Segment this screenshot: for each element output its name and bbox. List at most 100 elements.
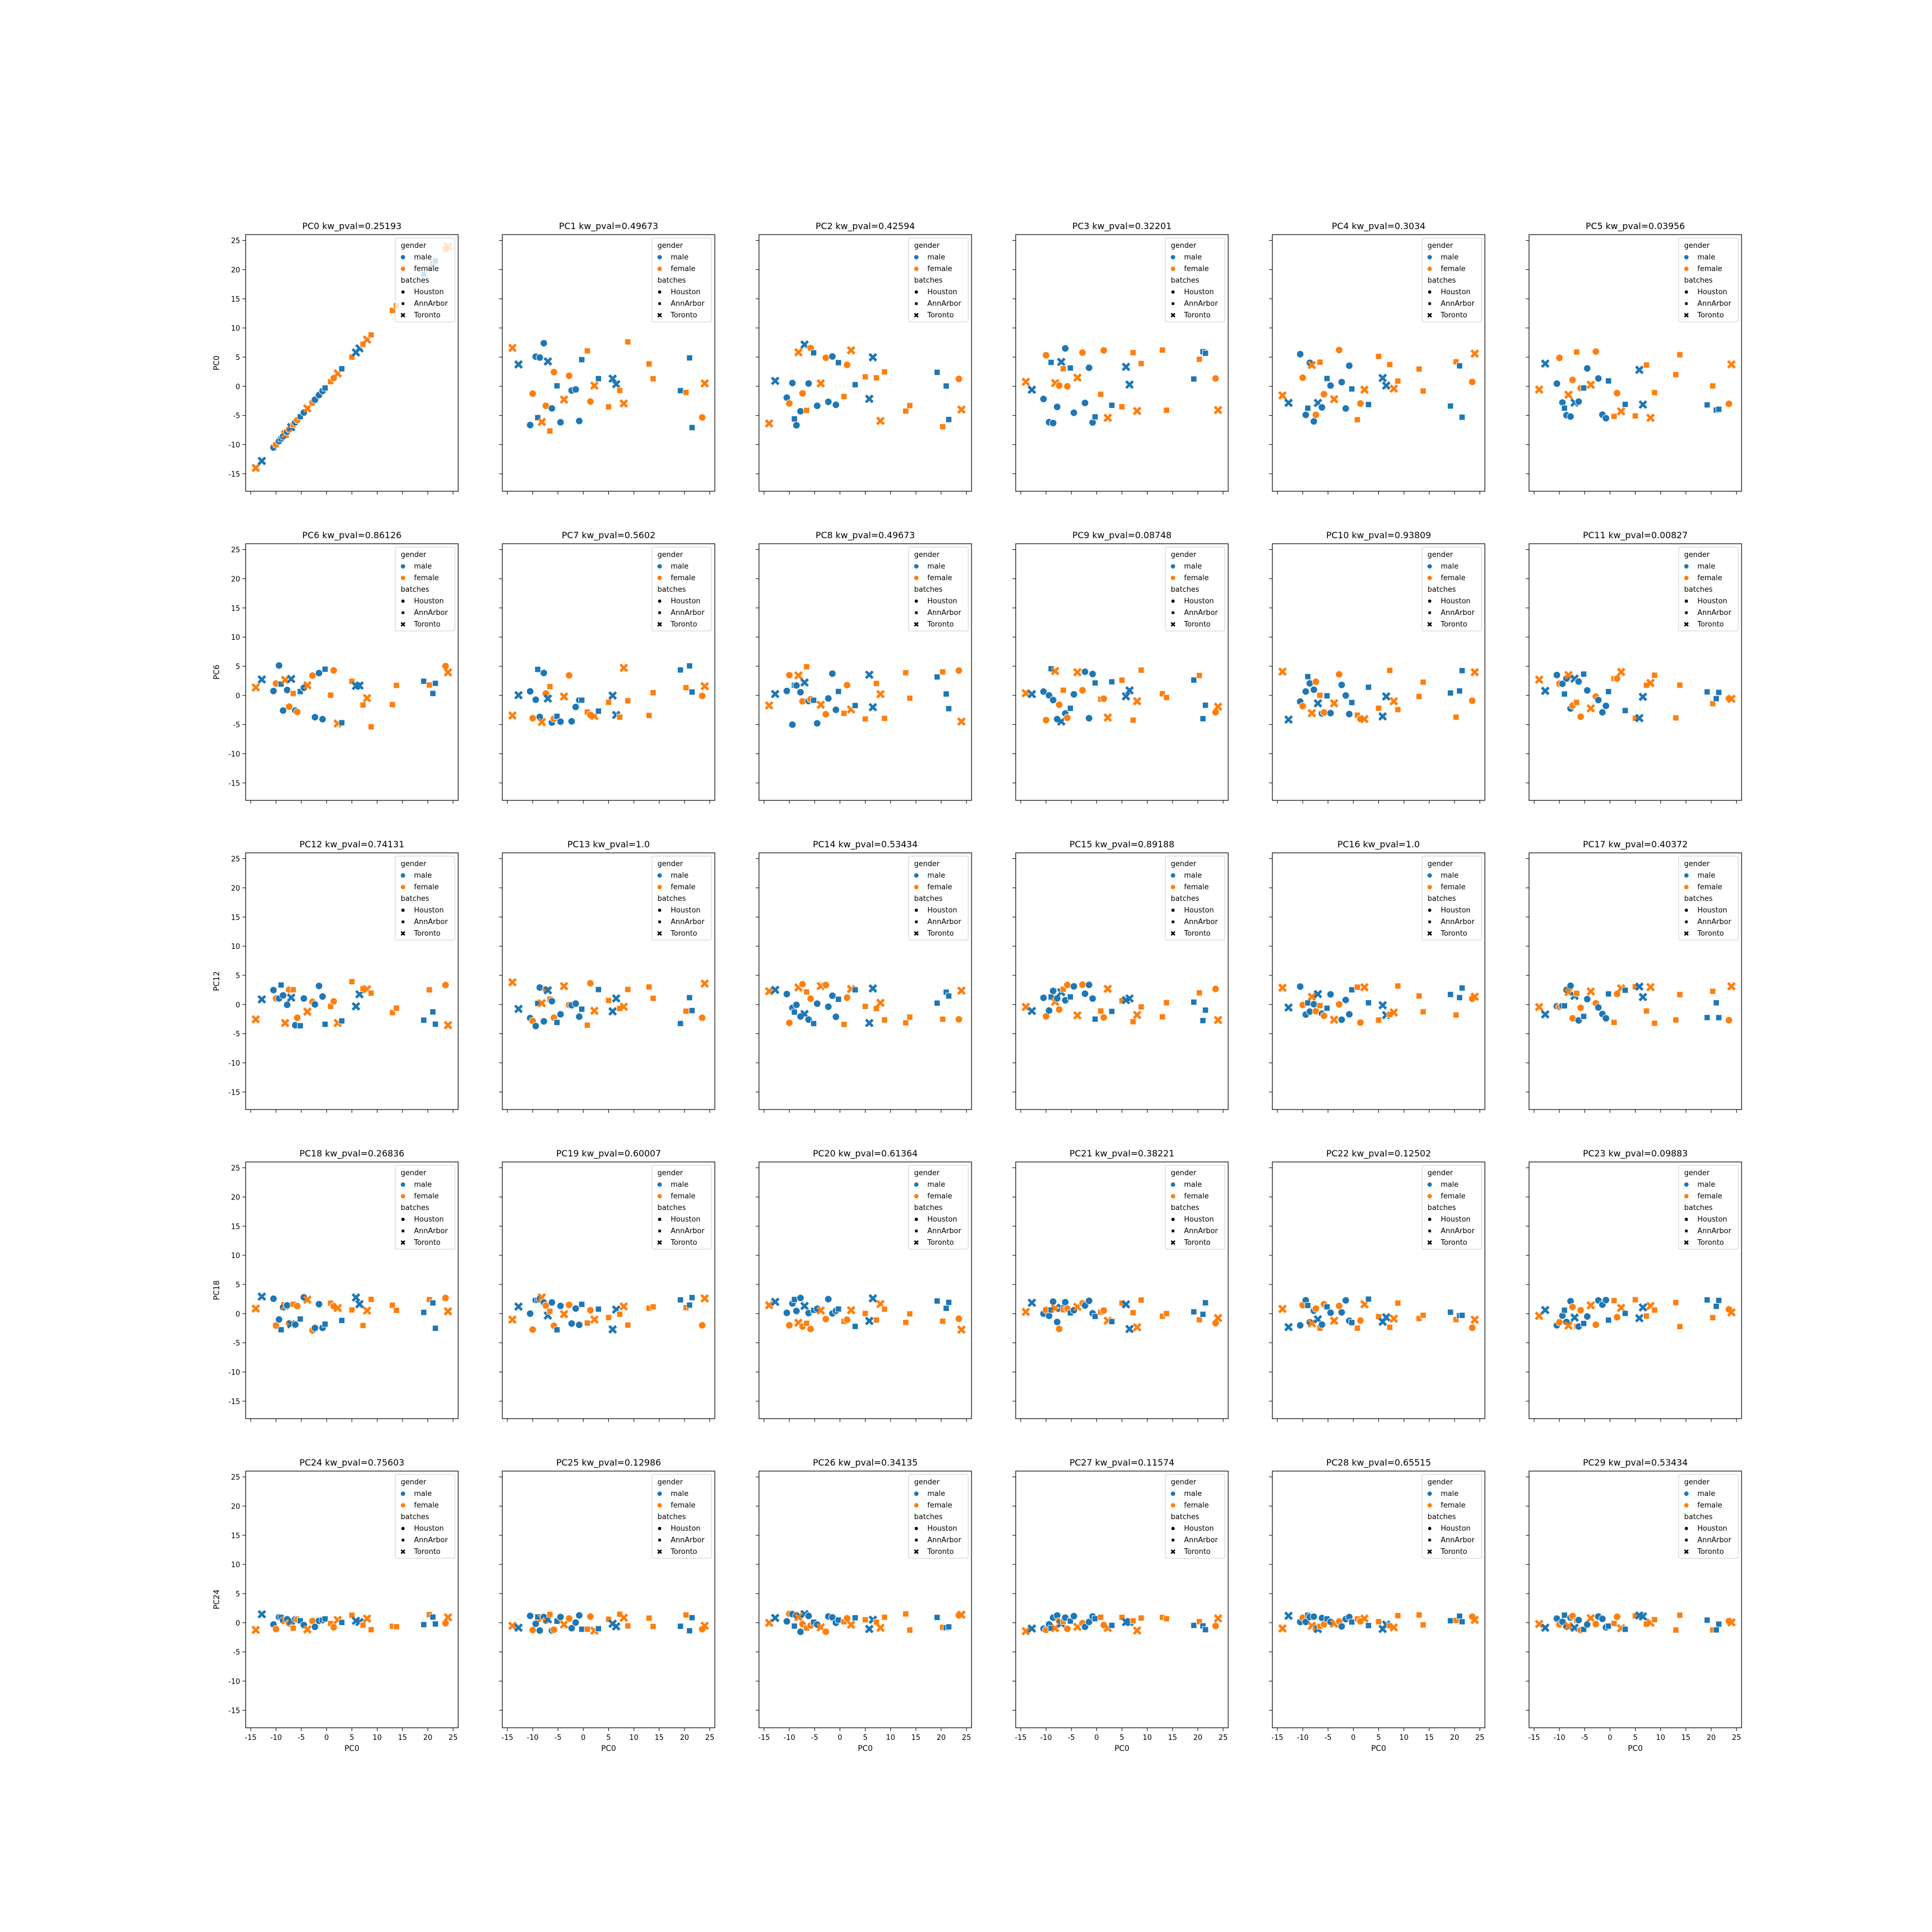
y-tick-label: -10: [229, 1368, 240, 1377]
y-tick-label: -15: [229, 1707, 240, 1715]
panel-pc26: PC26 kw_pval=0.34135 -15 -10 -5 0 5 10 15 20 25 PC…: [756, 1457, 972, 1753]
legend-marker: [400, 622, 406, 627]
data-point: [257, 457, 267, 465]
data-point: [1458, 413, 1466, 421]
x-tick-label: 25: [1475, 1734, 1485, 1742]
data-point: [302, 1295, 312, 1304]
data-point: [791, 1296, 798, 1303]
legend-label: Houston: [1697, 1525, 1727, 1533]
scatter-points: [1535, 1296, 1736, 1331]
data-point: [1567, 981, 1575, 990]
data-point: [1070, 690, 1078, 698]
scatter-points: [508, 338, 709, 434]
y-tick-label: -10: [229, 750, 240, 758]
legend-label: Houston: [671, 1525, 700, 1533]
data-point: [612, 994, 621, 1003]
data-point: [272, 1625, 280, 1633]
y-tick-label: 10: [231, 943, 240, 951]
data-point: [1447, 991, 1454, 998]
legend-gender-title: gender: [657, 551, 683, 559]
data-point: [1646, 413, 1655, 422]
data-point: [939, 1318, 946, 1325]
legend-marker: [1427, 290, 1432, 294]
data-point: [822, 1315, 830, 1323]
data-point: [319, 715, 327, 723]
legend-marker: [657, 1503, 662, 1508]
data-point: [269, 1294, 278, 1303]
legend-label: male: [1441, 1181, 1458, 1189]
data-point: [1535, 675, 1544, 684]
y-tick-label: 25: [231, 237, 240, 246]
data-point: [1573, 348, 1580, 355]
data-point: [1163, 694, 1170, 701]
panel-title: PC25 kw_pval=0.12986: [556, 1457, 661, 1468]
panel-title: PC7 kw_pval=0.5602: [562, 530, 656, 541]
data-point: [290, 986, 297, 993]
data-point: [1394, 1299, 1402, 1307]
legend: gender male female batches Houston AnnArbor To…: [1421, 1165, 1482, 1250]
legend-marker: [914, 908, 919, 912]
data-point: [257, 1610, 267, 1619]
data-point: [862, 715, 869, 723]
legend-batch-title: batches: [401, 586, 429, 594]
y-tick-label: -10: [229, 1678, 240, 1686]
data-point: [1586, 1301, 1595, 1310]
data-point: [771, 1297, 780, 1307]
scatter-points: [765, 664, 966, 729]
data-point: [1053, 994, 1061, 1002]
legend-label: AnnArbor: [1697, 300, 1732, 308]
x-tick-label: 20: [1707, 1734, 1716, 1742]
legend-label: female: [1184, 574, 1209, 582]
data-point: [1049, 987, 1057, 995]
data-point: [686, 354, 693, 362]
data-point: [535, 353, 544, 362]
data-point: [556, 418, 565, 427]
data-point: [881, 1613, 888, 1621]
x-tick-label: 20: [1193, 1734, 1203, 1742]
data-point: [1196, 1316, 1203, 1323]
data-point: [765, 701, 774, 710]
data-point: [1318, 403, 1326, 411]
data-point: [1045, 1006, 1053, 1015]
data-point: [1089, 670, 1097, 678]
data-point: [278, 681, 285, 688]
data-point: [546, 1611, 554, 1618]
data-point: [813, 719, 821, 728]
legend-label: female: [927, 265, 952, 273]
legend-label: Toronto: [1697, 311, 1724, 320]
legend-label: female: [1441, 883, 1466, 891]
legend-label: male: [671, 562, 688, 571]
data-point: [1345, 1010, 1354, 1018]
y-tick-label: 20: [231, 1193, 240, 1202]
data-point: [846, 1305, 856, 1315]
data-point: [1360, 1614, 1369, 1623]
data-point: [1470, 349, 1479, 358]
y-tick-label: -15: [229, 470, 240, 479]
legend-label: male: [927, 253, 945, 262]
x-tick-label: 10: [629, 1734, 639, 1742]
data-point: [1703, 688, 1711, 696]
legend-marker: [657, 931, 662, 936]
legend-marker: [657, 622, 662, 627]
legend-label: Houston: [1184, 288, 1214, 296]
data-point: [595, 708, 602, 715]
data-point: [1159, 347, 1166, 354]
x-tick-label: 20: [423, 1734, 433, 1742]
legend-marker: [657, 920, 662, 924]
data-point: [1326, 381, 1335, 390]
data-point: [612, 1622, 621, 1631]
legend-label: AnnArbor: [414, 1227, 448, 1235]
data-point: [1329, 1316, 1339, 1325]
data-point: [1021, 1002, 1031, 1011]
data-point: [1574, 1616, 1583, 1624]
data-point: [1324, 375, 1330, 382]
legend-label: Toronto: [1697, 930, 1724, 938]
legend: gender male female batches Houston AnnArbor To…: [1678, 856, 1739, 941]
data-point: [619, 399, 628, 408]
data-point: [575, 1012, 583, 1021]
legend-frame: [1678, 1165, 1739, 1250]
data-point: [1727, 1618, 1736, 1627]
data-point: [945, 1299, 952, 1306]
legend: gender male female batches Houston AnnArbor To…: [395, 546, 455, 631]
data-point: [559, 692, 569, 701]
